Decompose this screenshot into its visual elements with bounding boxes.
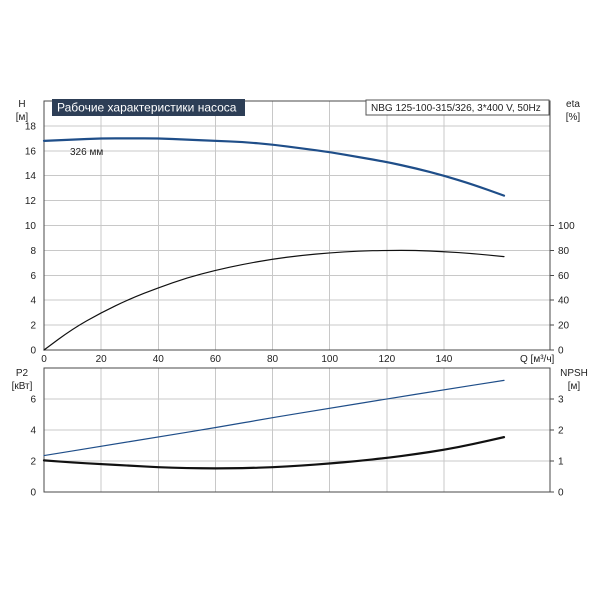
- x-tick-label: 40: [153, 354, 165, 365]
- p2-tick-label: 2: [30, 457, 36, 468]
- model-label-box: [365, 99, 550, 116]
- top-curves: [42, 137, 506, 351]
- p2-tick-label: 4: [30, 426, 36, 437]
- top-panel: 0 2 4 6 8 10 12 14 16 18 0 20 40 60 80 100 0 20 40 60 80 100 1…: [16, 99, 581, 365]
- y-left-tick-label: 0: [30, 346, 36, 357]
- npsh-tick-label: 0: [558, 488, 564, 499]
- bottom-curves: [42, 379, 506, 470]
- y-right-unit-npsh: [м]: [568, 381, 581, 392]
- top-grid: [44, 101, 550, 350]
- y-right-tick-label: 0: [558, 346, 564, 357]
- chart-title-box: [52, 99, 245, 116]
- y-left-tick-label: 18: [25, 121, 37, 132]
- x-tick-label: 120: [379, 354, 396, 365]
- x-tick-label: 60: [210, 354, 222, 365]
- y-right-tick-label: 40: [558, 296, 570, 307]
- y-left-title-p2: P2: [16, 368, 29, 379]
- power-p2-curve: [43, 379, 505, 457]
- x-axis-title: Q [м³/ч]: [520, 354, 555, 365]
- p2-tick-label: 0: [30, 488, 36, 499]
- npsh-curve: [42, 436, 506, 470]
- y-left-tick-label: 6: [30, 271, 36, 282]
- npsh-tick-label: 2: [558, 426, 564, 437]
- y-left-title-h: H: [18, 99, 25, 110]
- y-right-tick-label: 20: [558, 321, 570, 332]
- efficiency-curve: [43, 249, 505, 351]
- y-right-title-npsh: NPSH: [560, 368, 588, 379]
- model-label: NBG 125-100-315/326, 3*400 V, 50Hz: [371, 103, 541, 114]
- bottom-grid: [44, 368, 550, 492]
- bottom-ticks: 0 2 4 6 0 1 2 3: [30, 395, 564, 499]
- y-left-tick-label: 10: [25, 221, 37, 232]
- top-ticks: 0 2 4 6 8 10 12 14 16 18 0 20 40 60 80 100 0 20 40 60 80 100 1…: [25, 121, 575, 365]
- y-right-tick-label: 80: [558, 246, 570, 257]
- y-left-tick-label: 16: [25, 146, 37, 157]
- y-right-tick-label: 60: [558, 271, 570, 282]
- x-tick-label: 0: [41, 354, 47, 365]
- y-left-tick-label: 12: [25, 196, 37, 207]
- chart-title: Рабочие характеристики насоса: [57, 101, 237, 115]
- p2-tick-label: 6: [30, 395, 36, 406]
- y-left-unit-p2: [кВт]: [12, 381, 33, 392]
- x-tick-label: 20: [96, 354, 108, 365]
- y-left-unit-h: [м]: [16, 112, 29, 123]
- y-right-title-eta: eta: [566, 99, 580, 110]
- y-left-tick-label: 4: [30, 296, 36, 307]
- npsh-tick-label: 1: [558, 457, 564, 468]
- x-tick-label: 100: [321, 354, 338, 365]
- y-left-tick-label: 2: [30, 321, 36, 332]
- npsh-tick-label: 3: [558, 395, 564, 406]
- y-right-tick-label: 100: [558, 221, 575, 232]
- bottom-panel: 0 2 4 6 0 1 2 3 P2 [кВт] NPSH [м]: [12, 367, 588, 499]
- head-curve-326: [42, 137, 506, 197]
- y-left-tick-label: 8: [30, 246, 36, 257]
- x-tick-label: 80: [267, 354, 279, 365]
- y-left-tick-label: 14: [25, 171, 37, 182]
- y-right-unit-eta: [%]: [566, 112, 581, 123]
- x-tick-label: 140: [436, 354, 453, 365]
- curve-label-326: 326 мм: [70, 147, 103, 158]
